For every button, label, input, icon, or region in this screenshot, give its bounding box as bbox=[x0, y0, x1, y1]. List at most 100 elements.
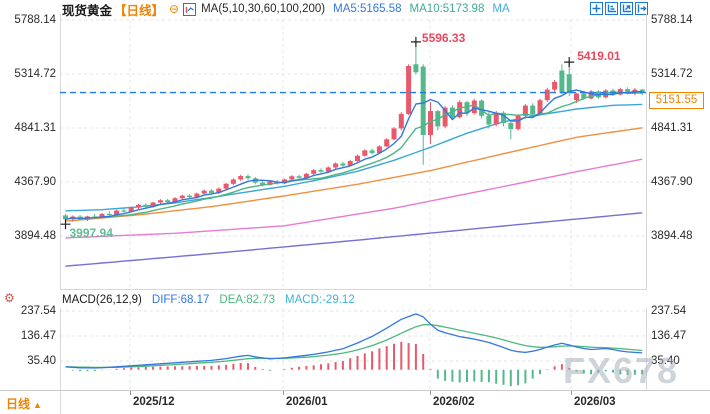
ma10-value: MA10:5173.98 bbox=[409, 3, 485, 15]
candle bbox=[544, 89, 550, 101]
candle bbox=[179, 195, 185, 199]
ma-settings-label[interactable]: MA(5,10,30,60,100,200) bbox=[201, 3, 326, 15]
price-axis-label-left: 4841.31 bbox=[14, 122, 56, 134]
candle bbox=[442, 107, 448, 127]
time-axis-bar: 日线 ▲ 2025/12 2026/01 2026/02 2026/03 bbox=[0, 390, 710, 414]
candle bbox=[347, 160, 353, 166]
price-axis-label-right: 237.54 bbox=[651, 305, 687, 317]
candle bbox=[260, 182, 266, 185]
candle bbox=[369, 150, 375, 154]
axis-pan-icon[interactable] bbox=[620, 2, 633, 15]
candle bbox=[340, 163, 346, 166]
price-axis-label-left: 35.40 bbox=[27, 355, 56, 367]
ma-line bbox=[65, 103, 643, 212]
axis-tick bbox=[571, 391, 572, 395]
axis-tick bbox=[283, 391, 284, 395]
ma-line bbox=[65, 212, 643, 267]
candle bbox=[406, 65, 412, 114]
candle bbox=[355, 155, 360, 161]
candles bbox=[63, 41, 645, 225]
candle bbox=[238, 176, 244, 180]
candle bbox=[121, 210, 127, 212]
ma-line bbox=[65, 91, 643, 220]
ma30-value-truncated: MA bbox=[492, 3, 510, 15]
candle bbox=[420, 66, 426, 135]
candle bbox=[201, 190, 207, 194]
candle bbox=[325, 167, 331, 172]
price-annotation: 5419.01 bbox=[577, 49, 621, 63]
date-label: 2026/03 bbox=[574, 396, 616, 408]
price-axis-label-left: 237.54 bbox=[20, 305, 56, 317]
macd-dea-value: DEA:82.73 bbox=[219, 293, 276, 306]
candle bbox=[391, 128, 397, 140]
price-pane-chart[interactable]: 5596.33 5419.01 3997.94 bbox=[60, 0, 647, 290]
candle bbox=[581, 93, 587, 99]
price-cross-marker bbox=[410, 36, 421, 47]
chart-type-icon[interactable] bbox=[183, 2, 197, 16]
candle bbox=[479, 100, 485, 116]
price-axis-label-right: 5314.72 bbox=[651, 68, 693, 80]
footer-divider bbox=[60, 391, 61, 414]
candle bbox=[223, 183, 229, 189]
candle bbox=[522, 105, 528, 116]
candle bbox=[114, 210, 120, 216]
price-axis-label-right: 136.47 bbox=[651, 330, 687, 342]
price-annotation: 5596.33 bbox=[422, 31, 466, 45]
price-axis-label-right: 35.40 bbox=[651, 355, 680, 367]
chart-header: 现货黄金 【日线】 ⊖ MA(5,10,30,60,100,200) MA5:516… bbox=[62, 1, 510, 18]
ma-line bbox=[65, 158, 643, 239]
current-price-tag: 5151.55 bbox=[649, 92, 704, 109]
candle bbox=[625, 89, 631, 94]
candle bbox=[194, 193, 200, 198]
candle bbox=[376, 146, 382, 154]
candle bbox=[333, 163, 339, 168]
period-tag: 【日线】 bbox=[114, 3, 165, 18]
price-axis-label-right: 5788.14 bbox=[651, 14, 693, 26]
date-label: 2025/12 bbox=[133, 396, 175, 408]
candle bbox=[106, 213, 112, 216]
price-axis-label-left: 3894.48 bbox=[14, 230, 56, 242]
price-axis-label-right: 4367.90 bbox=[651, 176, 693, 188]
candle bbox=[128, 207, 134, 212]
collapse-icon[interactable]: ⊖ bbox=[169, 2, 180, 16]
candle bbox=[92, 216, 98, 218]
candle bbox=[449, 107, 455, 118]
candle bbox=[588, 91, 594, 99]
candle bbox=[157, 200, 163, 203]
ma-line bbox=[65, 313, 643, 369]
macd-name[interactable]: MACD(26,12,9) bbox=[62, 293, 142, 306]
candle bbox=[99, 213, 105, 218]
macd-header: MACD(26,12,9) DIFF:68.17 DEA:82.73 MACD:… bbox=[62, 292, 355, 307]
pan-right-icon[interactable] bbox=[635, 2, 648, 15]
indicator-settings-icon[interactable]: ⚙ bbox=[4, 291, 15, 305]
price-axis-label-left: 4367.90 bbox=[14, 176, 56, 188]
candle bbox=[303, 173, 309, 178]
macd-diff-value: DIFF:68.17 bbox=[151, 293, 210, 306]
candle bbox=[530, 105, 536, 115]
candle bbox=[515, 115, 521, 130]
macd-pane-chart[interactable] bbox=[60, 308, 647, 390]
candle bbox=[165, 200, 171, 203]
axis-tick bbox=[130, 391, 131, 395]
axis-scale-icon[interactable] bbox=[605, 2, 618, 15]
candle bbox=[230, 179, 236, 184]
candle bbox=[296, 176, 302, 178]
crosshair-icon[interactable] bbox=[590, 2, 603, 15]
price-cross-marker bbox=[564, 57, 575, 68]
axis-tick bbox=[430, 391, 431, 395]
symbol-name: 现货黄金 bbox=[62, 3, 113, 18]
candle bbox=[501, 112, 506, 124]
price-axis-label-left: 5788.14 bbox=[14, 14, 56, 26]
price-axis-label-right: 4841.31 bbox=[651, 122, 693, 134]
candle bbox=[187, 195, 193, 198]
period-selector[interactable]: 日线 ▲ bbox=[6, 397, 42, 411]
candle bbox=[413, 64, 419, 73]
candle bbox=[216, 188, 222, 193]
price-axis-label-right: 3894.48 bbox=[651, 230, 693, 242]
candle bbox=[318, 170, 324, 172]
candle bbox=[398, 113, 404, 129]
candle bbox=[508, 123, 514, 130]
candle bbox=[362, 150, 368, 156]
date-label: 2026/02 bbox=[433, 396, 475, 408]
price-cross-marker bbox=[60, 219, 71, 230]
